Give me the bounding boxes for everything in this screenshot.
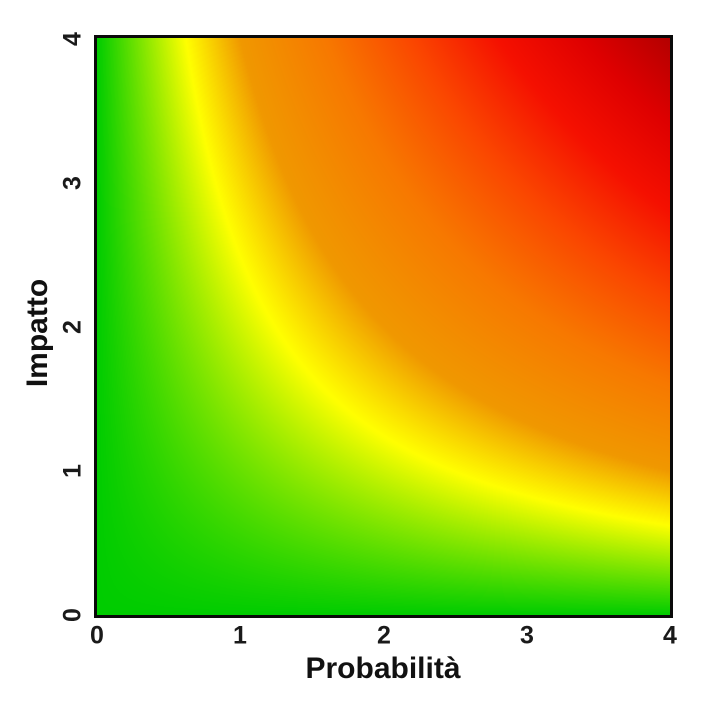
- y-tick-0: 0: [58, 608, 87, 622]
- x-axis-title: Probabilità: [305, 652, 461, 685]
- x-tick-3: 3: [520, 621, 534, 650]
- x-tick-1: 1: [233, 621, 247, 650]
- y-axis-title: Impatto: [21, 278, 54, 388]
- y-tick-3: 3: [58, 176, 87, 190]
- x-tick-2: 2: [377, 621, 391, 650]
- plot-area: [94, 35, 673, 618]
- y-tick-2: 2: [58, 320, 87, 334]
- x-tick-0: 0: [90, 621, 104, 650]
- y-tick-4: 4: [58, 32, 87, 46]
- risk-heatmap-canvas: [97, 38, 670, 615]
- y-tick-1: 1: [58, 464, 87, 478]
- x-tick-4: 4: [663, 621, 677, 650]
